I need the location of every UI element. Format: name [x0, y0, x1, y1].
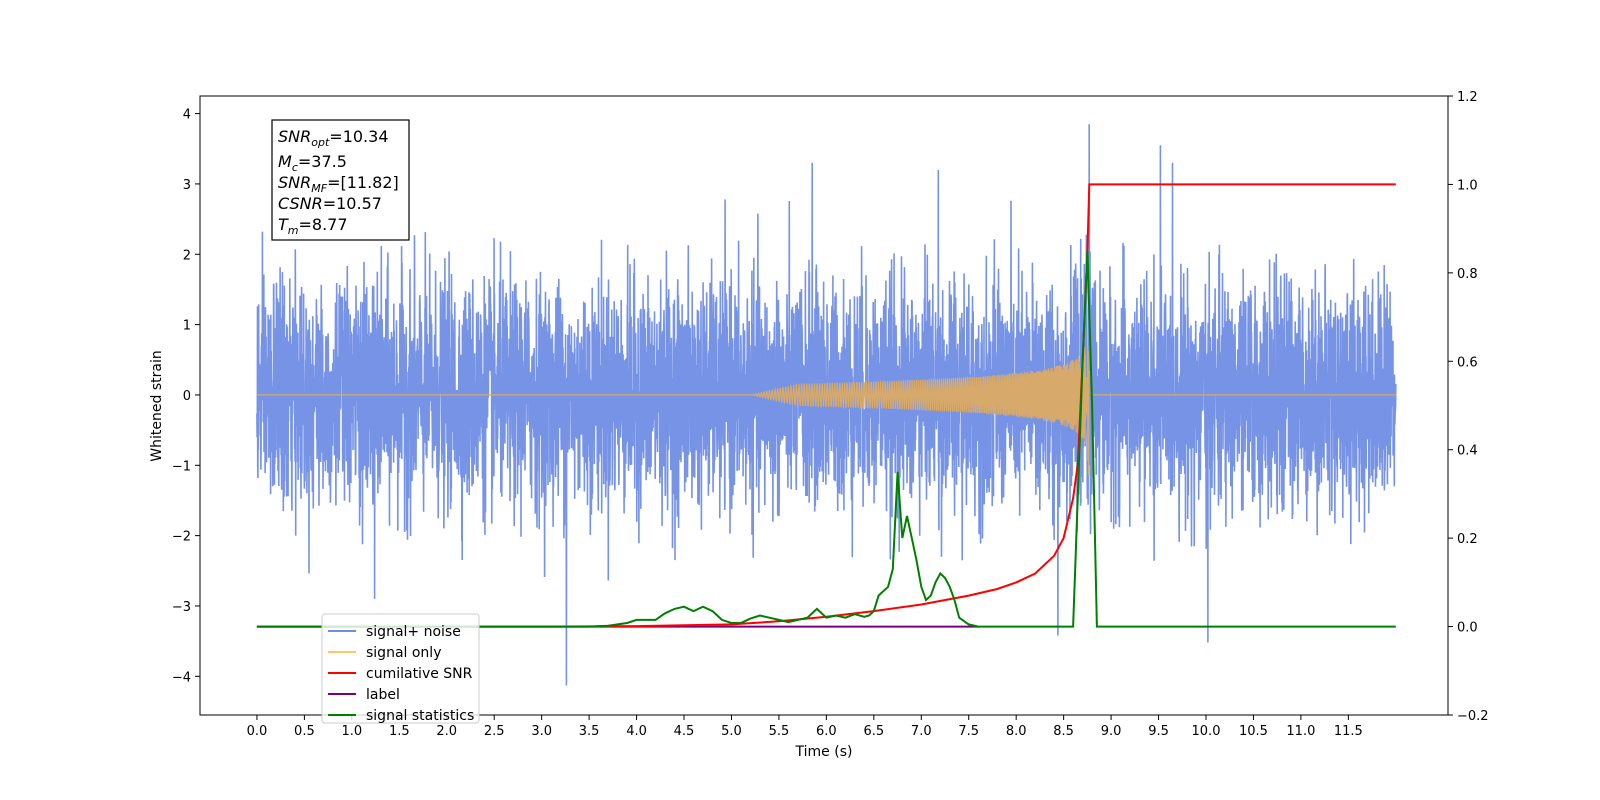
y-tick-label: 1	[183, 319, 191, 334]
x-axis: 0.0 0.5 1.0 1.5 2.0 2.5 3.0 3.5 4.0 4.5 5.0 5.5 6.0 6…	[247, 715, 1363, 739]
y-tick-label: 2	[183, 248, 191, 263]
legend: signal+ noise signal only cumilative SNR la…	[321, 613, 480, 724]
x-tick-label: 0.5	[294, 724, 315, 739]
x-tick-label: 0.0	[247, 724, 268, 739]
y-tick-label: 3	[183, 178, 191, 193]
x-tick-label: 6.0	[816, 724, 837, 739]
x-tick-label: 8.5	[1053, 724, 1074, 739]
y2-tick-label: −0.2	[1457, 709, 1489, 724]
legend-label: signal only	[366, 645, 441, 661]
legend-item-signal-only: signal only	[328, 645, 441, 661]
plot-frame	[199, 95, 1449, 716]
x-tick-label: 5.5	[769, 724, 790, 739]
x-tick-label: 11.5	[1334, 724, 1363, 739]
info-box-frame	[271, 119, 410, 241]
x-tick-label: 2.0	[436, 724, 457, 739]
x-tick-label: 2.5	[484, 724, 505, 739]
merger-time-subscript: m	[288, 224, 299, 237]
x-tick-label: 3.5	[579, 724, 600, 739]
x-tick-label: 5.0	[721, 724, 742, 739]
signal-only-series	[256, 345, 1396, 477]
legend-frame	[321, 613, 480, 724]
snr-opt-value: =10.34	[329, 127, 388, 146]
merger-time-value: =8.77	[299, 215, 348, 234]
y-tick-label: 4	[183, 108, 191, 123]
snr-opt-annotation: SNRopt=10.34	[278, 127, 389, 149]
x-tick-label: 1.0	[342, 724, 363, 739]
x-tick-label: 8.0	[1006, 724, 1027, 739]
x-axis-label: Time (s)	[795, 744, 853, 760]
chirp-mass-symbol: M	[278, 152, 292, 171]
signal-noise-series	[256, 124, 1397, 686]
legend-item-signal-noise: signal+ noise	[328, 624, 461, 640]
csnr-symbol: CSNR	[278, 194, 323, 213]
x-tick-label: 7.0	[911, 724, 932, 739]
y-tick-label: −1	[172, 459, 191, 474]
x-tick-label: 3.0	[531, 724, 552, 739]
y-tick-label: 0	[183, 389, 191, 404]
y2-tick-label: 1.2	[1457, 90, 1478, 105]
legend-item-cumulative-snr: cumilative SNR	[328, 666, 473, 682]
legend-label: signal+ noise	[366, 624, 461, 640]
csnr-value: =10.57	[323, 194, 382, 213]
x-tick-label: 7.5	[958, 724, 979, 739]
snr-mf-value: =[11.82]	[327, 173, 399, 192]
legend-label: cumilative SNR	[366, 666, 473, 682]
chirp-mass-annotation: Mc=37.5	[278, 152, 347, 174]
snr-mf-annotation: SNRMF=[11.82]	[278, 173, 399, 195]
y2-tick-label: 0.4	[1457, 444, 1478, 459]
y-tick-label: −3	[172, 600, 191, 615]
y2-tick-label: 0.2	[1457, 532, 1478, 547]
legend-item-signal-statistics: signal statistics	[328, 708, 474, 724]
y-tick-label: −4	[172, 670, 191, 685]
chirp-mass-value: =37.5	[298, 152, 347, 171]
snr-mf-subscript: MF	[311, 182, 327, 195]
y2-tick-label: 0.8	[1457, 267, 1478, 282]
x-tick-label: 9.5	[1148, 724, 1169, 739]
snr-opt-subscript: opt	[311, 136, 330, 149]
x-tick-label: 11.0	[1286, 724, 1315, 739]
csnr-annotation: CSNR=10.57	[278, 194, 382, 213]
x-tick-label: 10.5	[1239, 724, 1268, 739]
y-axis-label: Whitened strain	[149, 350, 165, 461]
merger-time-symbol: T	[278, 215, 289, 234]
x-tick-label: 6.5	[863, 724, 884, 739]
snr-opt-symbol: SNR	[278, 127, 311, 146]
signal-statistics-series	[256, 250, 1396, 628]
y2-tick-label: 1.0	[1457, 178, 1478, 193]
x-tick-label: 10.0	[1192, 724, 1221, 739]
x-tick-label: 4.0	[626, 724, 647, 739]
y2-tick-label: 0.0	[1457, 621, 1478, 636]
merger-time-annotation: Tm=8.77	[278, 215, 348, 237]
snr-mf-symbol: SNR	[278, 173, 311, 192]
y-axis-left: 4 3 2 1 0 −1 −2 −3 −4	[172, 108, 200, 685]
chirp-mass-subscript: c	[292, 161, 298, 174]
x-tick-label: 4.5	[674, 724, 695, 739]
y2-tick-label: 0.6	[1457, 355, 1478, 370]
y-axis-right: 1.2 1.0 0.8 0.6 0.4 0.2 0.0 −0.2	[1448, 90, 1489, 724]
legend-item-label: label	[328, 687, 400, 703]
legend-label: label	[366, 687, 400, 703]
legend-label: signal statistics	[366, 708, 474, 724]
x-tick-label: 1.5	[389, 724, 410, 739]
y-tick-label: −2	[172, 530, 191, 545]
x-tick-label: 9.0	[1101, 724, 1122, 739]
info-box: SNRopt=10.34 Mc=37.5 SNRMF=[11.82] CSNR=…	[271, 119, 410, 241]
